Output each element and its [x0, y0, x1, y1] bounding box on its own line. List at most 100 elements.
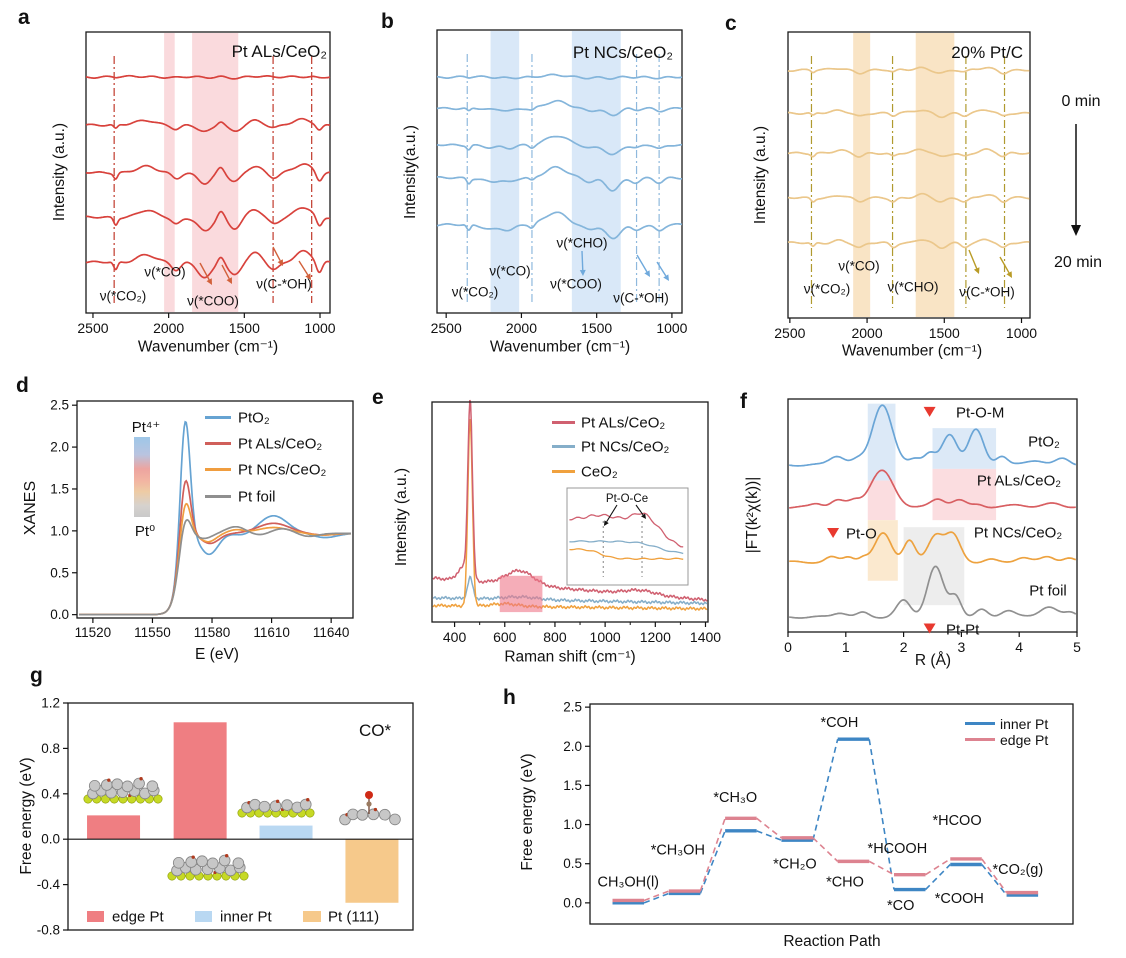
panel-a-letter: a: [18, 6, 30, 29]
state-label: *COH: [820, 715, 858, 731]
panel-g-ylabel: Free energy (eV): [18, 757, 35, 875]
state-label: CH₃OH(l): [598, 875, 659, 891]
panel-a-ylabel: Intensity (a.u.): [51, 122, 68, 222]
tick-label: -0.8: [37, 923, 60, 938]
panel-f-ylabel: |FT(k²χ(k))|: [744, 476, 761, 554]
tick-label: 600: [493, 629, 517, 645]
panel-e-xlabel: Raman shift (cm⁻¹): [504, 648, 636, 666]
panel-b-title: Pt NCs/CeO₂: [572, 43, 673, 62]
state-label: *HCOOH: [868, 841, 928, 857]
legend-label-ptncs: Pt NCs/CeO₂: [581, 438, 670, 456]
series-label-ptals: Pt ALs/CeO₂: [976, 472, 1062, 490]
annotation-coh: ν(C-*OH): [613, 290, 669, 306]
bar: [173, 722, 227, 840]
panel-c-letter: c: [725, 12, 737, 35]
legend-swatch-inner-pt: [195, 911, 212, 922]
annotation-coh: ν(C-*OH): [256, 276, 312, 292]
state-label: *HCOO: [932, 813, 981, 829]
legend-label-ptncs: Pt NCs/CeO₂: [238, 461, 327, 479]
tick-label: 1000: [304, 320, 335, 336]
annotation-cho: ν(*CHO): [556, 235, 608, 251]
annotation-co: ν(*CO): [838, 258, 880, 274]
oxidation-state-gradient: [134, 437, 150, 517]
state-label: *CO: [887, 898, 914, 914]
state-label: *CHO: [826, 875, 864, 891]
tick-label: 2500: [77, 320, 108, 336]
legend-swatch-pt111: [303, 911, 321, 922]
series-label-pto2: PtO₂: [1028, 433, 1060, 451]
legend-label-edge-pt: edge Pt: [1000, 732, 1049, 748]
panel-d-ylabel: XANES: [22, 480, 39, 536]
tick-label: 0: [784, 639, 792, 655]
panel-f-letter: f: [740, 390, 747, 413]
panel-e-graphics: 400 600 800 1000 1200 1400: [431, 399, 721, 645]
triangle-marker: [923, 623, 936, 634]
triangle-marker: [827, 527, 840, 538]
state-label: *CH₃O: [713, 790, 757, 806]
tick-label: 2: [900, 639, 908, 655]
tick-label: 11640: [313, 625, 350, 640]
tick-label: 0.8: [41, 741, 60, 756]
panel-f-graphics: 0 1 2 3 4 5: [784, 398, 1081, 655]
legend-label-ceo2: CeO₂: [581, 463, 618, 481]
panel-c-ylabel: Intensity (a.u.): [752, 125, 769, 225]
legend-line-pto2: [205, 416, 231, 419]
tick-label: 0.5: [563, 856, 582, 871]
tick-label: 0.0: [563, 895, 582, 910]
series-label-ptfoil: Pt foil: [1029, 582, 1067, 600]
state-label: *CH₃OH: [651, 843, 705, 859]
series-label-ptncs: Pt NCs/CeO₂: [973, 524, 1063, 542]
gradient-top-label: Pt⁴⁺: [131, 419, 161, 436]
bar: [259, 825, 313, 840]
tick-label: 400: [443, 629, 467, 645]
tick-label: 2.0: [50, 440, 69, 455]
tick-label: 2500: [774, 325, 805, 341]
panel-b-ylabel: Intensity(a.u.): [402, 125, 419, 219]
tick-label: 11550: [134, 625, 171, 640]
tick-label: 2500: [431, 320, 462, 336]
tick-label: 1200: [640, 629, 671, 645]
legend-label-edge-pt: edge Pt: [112, 908, 164, 926]
tick-label: 0.0: [50, 607, 69, 622]
tick-label: -0.4: [37, 877, 61, 892]
annotation-cho: ν(*CHO): [887, 279, 939, 295]
legend-label-pto2: PtO₂: [238, 409, 270, 427]
tick-label: 1500: [929, 325, 960, 341]
tick-label: 1500: [581, 320, 612, 336]
panel-d-graphics: 11520 11550 11580 11610 11640 0.0 0.5 1.0 1.5 2.0…: [50, 398, 354, 640]
tick-label: 3: [958, 639, 966, 655]
state-label: *CH₂O: [773, 857, 817, 873]
annotation-coh: ν(C-*OH): [959, 284, 1015, 300]
panel-d-letter: d: [16, 374, 29, 397]
panel-h-xlabel: Reaction Path: [783, 933, 881, 950]
tick-label: 0.0: [41, 832, 60, 847]
tick-label: 2000: [153, 320, 184, 336]
time-start-label: 0 min: [1061, 93, 1101, 110]
tick-label: 5: [1073, 639, 1081, 655]
tick-label: 1.0: [563, 817, 582, 832]
panel-d-xlabel: E (eV): [195, 646, 239, 663]
triangle-marker: [923, 406, 936, 417]
tick-label: 1000: [1006, 325, 1037, 341]
annotation-coo: ν(*COO): [550, 276, 602, 292]
tick-label: 11580: [194, 625, 231, 640]
panel-b-letter: b: [381, 10, 394, 33]
panel-h-letter: h: [503, 686, 516, 709]
panel-c-graphics: 2500 2000 1500 1000: [774, 31, 1037, 341]
molecule-cluster: [83, 777, 163, 804]
annotation-co: ν(*CO): [489, 263, 531, 279]
legend-label-inner-pt: inner Pt: [220, 908, 272, 926]
annotation-co2: ν(*CO₂): [99, 288, 147, 304]
legend-line-ptals: [205, 442, 231, 445]
panel-b-graphics: 2500 2000 1500 1000: [431, 29, 688, 336]
tick-label: 1500: [229, 320, 260, 336]
tick-label: 2000: [506, 320, 537, 336]
co-star-annotation: CO*: [358, 721, 392, 740]
tick-label: 2.5: [50, 398, 69, 413]
annotation-co2: ν(*CO₂): [451, 284, 499, 300]
panel-c-title: 20% Pt/C: [951, 43, 1023, 62]
tick-label: 2.0: [563, 739, 582, 754]
annotation-co: ν(*CO): [144, 264, 186, 280]
